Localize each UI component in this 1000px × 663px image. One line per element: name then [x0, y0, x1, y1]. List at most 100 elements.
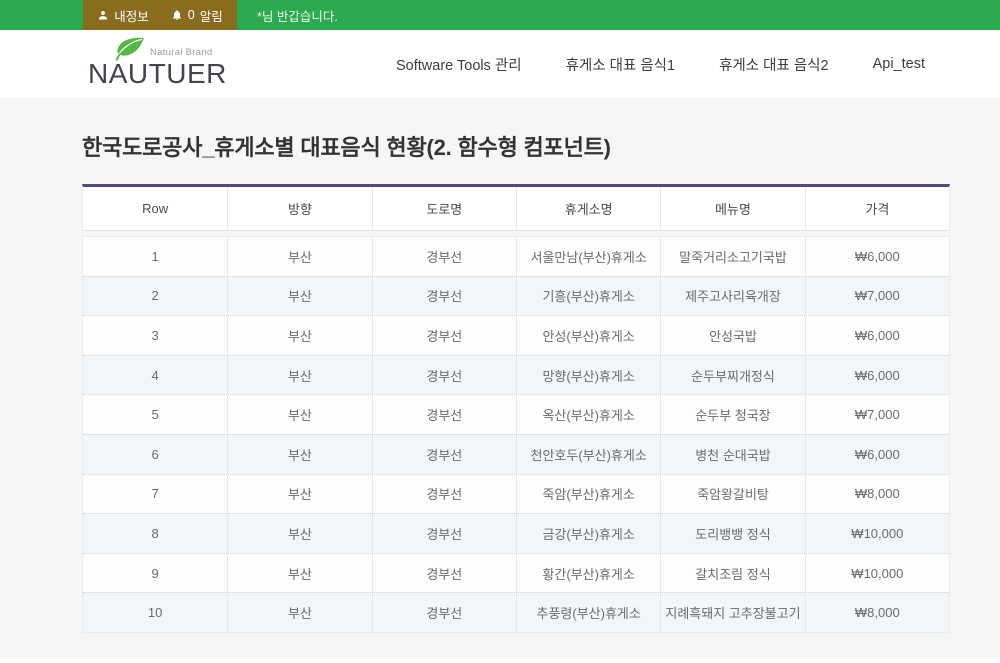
table-cell: 부산 — [227, 355, 371, 395]
table-row: 1 부산 경부선 서울만남(부산)휴게소 말죽거리소고기국밥 ₩6,000 — [83, 237, 949, 276]
table-row: 9 부산 경부선 황간(부산)휴게소 갈치조림 정식 ₩10,000 — [83, 552, 949, 593]
table-cell: 10 — [147, 605, 163, 621]
table-cell: 경부선 — [371, 276, 516, 316]
table-cell: 9 — [151, 565, 159, 581]
header-cell: 도로명 — [371, 187, 516, 230]
table-cell: 서울만남(부산)휴게소 — [515, 237, 660, 276]
table-cell: ₩6,000 — [804, 355, 949, 395]
table-cell: 안성(부산)휴게소 — [515, 316, 660, 355]
table-cell: 6 — [151, 446, 159, 462]
header-cell: 메뉴명 — [660, 187, 804, 230]
table-cell: 5 — [151, 407, 159, 423]
bottom-strip — [0, 658, 1000, 663]
page-title: 한국도로공사_휴게소별 대표음식 현황(2. 함수형 컴포넌트) — [82, 135, 611, 160]
table-cell: 부산 — [227, 316, 371, 355]
header: Natural Brand NAUTUER Software Tools 관리 … — [0, 30, 1000, 98]
table-cell: 부산 — [227, 553, 371, 593]
table-cell: ₩8,000 — [804, 474, 949, 514]
table-cell: ₩8,000 — [804, 593, 949, 632]
nav-item-software-tools[interactable]: Software Tools 관리 — [396, 57, 522, 74]
table-cell: 7 — [151, 486, 159, 502]
table-cell: 옥산(부산)휴게소 — [515, 395, 660, 434]
table-cell: 추풍령(부산)휴게소 — [515, 593, 660, 632]
table-cell: 경부선 — [371, 514, 516, 553]
table-cell: 부산 — [227, 514, 371, 553]
my-info-button[interactable]: 내정보 — [97, 6, 149, 25]
bell-icon — [171, 9, 183, 21]
table-cell: ₩7,000 — [804, 395, 949, 434]
table-cell: 순두부찌개정식 — [660, 355, 804, 395]
logo-tagline: Natural Brand — [150, 47, 213, 58]
table-cell: ₩6,000 — [804, 434, 949, 474]
table-cell: 천안호두(부산)휴게소 — [515, 434, 660, 474]
table-cell: 경부선 — [371, 553, 516, 593]
table-body: 1 부산 경부선 서울만남(부산)휴게소 말죽거리소고기국밥 ₩6,000 2 부산 경부선 기흥… — [82, 236, 950, 633]
leaf-icon — [114, 37, 146, 66]
table-row: 5 부산 경부선 옥산(부산)휴게소 순두부 청국장 ₩7,000 — [83, 394, 949, 434]
table-cell: ₩10,000 — [804, 514, 949, 553]
table-cell: 순두부 청국장 — [660, 395, 804, 434]
person-icon — [97, 9, 109, 21]
notification-label: 알림 — [199, 9, 223, 24]
nav-item-api-test[interactable]: Api_test — [872, 56, 925, 72]
table-cell: ₩6,000 — [804, 237, 949, 276]
table-cell: 황간(부산)휴게소 — [515, 553, 660, 593]
main-nav: Software Tools 관리 휴게소 대표 음식1 휴게소 대표 음식2 … — [396, 54, 925, 75]
topbar: 내정보 0 알림 *님 반갑습니다. — [0, 0, 1000, 30]
user-panel: 내정보 0 알림 — [83, 0, 237, 30]
table-cell: 경부선 — [371, 395, 516, 434]
header-cell: 방향 — [227, 187, 371, 230]
brand-logo[interactable]: Natural Brand NAUTUER — [88, 34, 238, 94]
table-cell: 부산 — [227, 474, 371, 514]
table-row: 7 부산 경부선 죽암(부산)휴게소 죽암왕갈비탕 ₩8,000 — [83, 473, 949, 514]
table-cell: 1 — [151, 248, 159, 264]
table-cell: 지례흑돼지 고추장불고기 — [660, 593, 804, 632]
table-row: 10 부산 경부선 추풍령(부산)휴게소 지례흑돼지 고추장불고기 ₩8,000 — [83, 592, 949, 632]
table-cell: 부산 — [227, 395, 371, 434]
table-cell: 4 — [151, 367, 159, 383]
logo-brand-text: NAUTUER — [88, 58, 227, 89]
header-cell: Row — [142, 201, 169, 216]
header-cell: 가격 — [804, 187, 949, 230]
table-cell: 갈치조림 정식 — [660, 553, 804, 593]
table-header-row: Row 방향 도로명 휴게소명 메뉴명 가격 — [82, 184, 950, 231]
table-cell: 부산 — [227, 593, 371, 632]
main-content: 한국도로공사_휴게소별 대표음식 현황(2. 함수형 컴포넌트) Row 방향 도로… — [0, 98, 1000, 633]
table-row: 2 부산 경부선 기흥(부산)휴게소 제주고사리육개장 ₩7,000 — [83, 275, 949, 316]
table-cell: 기흥(부산)휴게소 — [515, 276, 660, 316]
rest-stop-food-table: Row 방향 도로명 휴게소명 메뉴명 가격 1 부산 경부선 서울만남(부산)휴게소 말죽거리소… — [82, 184, 950, 633]
table-cell: ₩10,000 — [804, 553, 949, 593]
table-row: 8 부산 경부선 금강(부산)휴게소 도리뱅뱅 정식 ₩10,000 — [83, 513, 949, 553]
table-cell: 제주고사리육개장 — [660, 276, 804, 316]
table-row: 4 부산 경부선 망향(부산)휴게소 순두부찌개정식 ₩6,000 — [83, 354, 949, 395]
table-cell: ₩6,000 — [804, 316, 949, 355]
table-cell: 경부선 — [371, 434, 516, 474]
table-cell: 도리뱅뱅 정식 — [660, 514, 804, 553]
my-info-label: 내정보 — [114, 9, 149, 24]
table-cell: 말죽거리소고기국밥 — [660, 237, 804, 276]
table-cell: 부산 — [227, 237, 371, 276]
table-cell: 병천 순대국밥 — [660, 434, 804, 474]
table-cell: 8 — [151, 525, 159, 541]
table-cell: ₩7,000 — [804, 276, 949, 316]
notification-button[interactable]: 0 알림 — [171, 6, 223, 25]
table-cell: 죽암(부산)휴게소 — [515, 474, 660, 514]
table-cell: 금강(부산)휴게소 — [515, 514, 660, 553]
header-cell: 휴게소명 — [515, 187, 660, 230]
topbar-spacer — [0, 0, 83, 30]
notification-count: 0 — [187, 8, 195, 22]
table-cell: 경부선 — [371, 316, 516, 355]
table-cell: 경부선 — [371, 474, 516, 514]
table-cell: 경부선 — [371, 593, 516, 632]
table-cell: 안성국밥 — [660, 316, 804, 355]
table-cell: 부산 — [227, 276, 371, 316]
table-cell: 경부선 — [371, 237, 516, 276]
table-cell: 경부선 — [371, 355, 516, 395]
nav-item-rest-food-1[interactable]: 휴게소 대표 음식1 — [565, 57, 676, 74]
table-row: 6 부산 경부선 천안호두(부산)휴게소 병천 순대국밥 ₩6,000 — [83, 433, 949, 474]
table-cell: 2 — [151, 288, 159, 304]
nav-item-rest-food-2[interactable]: 휴게소 대표 음식2 — [719, 57, 829, 74]
table-cell: 죽암왕갈비탕 — [660, 474, 804, 514]
greeting-text: *님 반갑습니다. — [257, 9, 338, 24]
table-cell: 부산 — [227, 434, 371, 474]
